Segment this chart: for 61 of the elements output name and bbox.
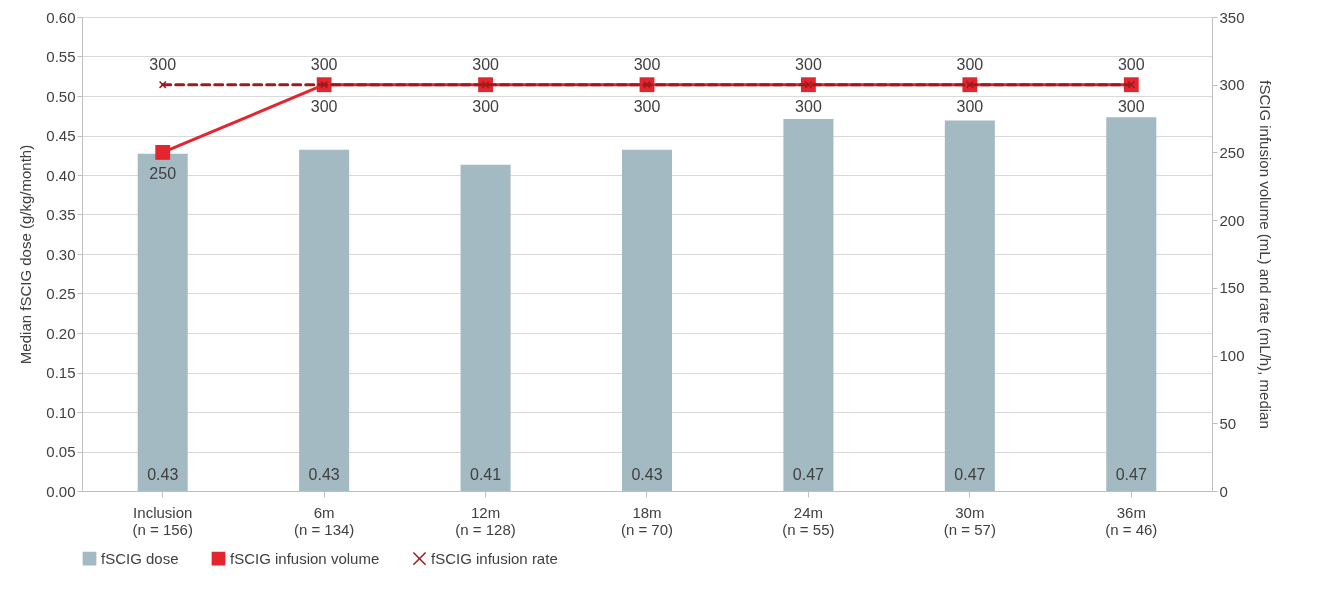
data-label: 0.47 — [792, 466, 825, 483]
y-tick-label: 0.60 — [46, 8, 76, 26]
data-label: 300 — [472, 97, 500, 115]
y-tick-label: 0.55 — [46, 48, 76, 65]
y-tick-label: 0.20 — [46, 324, 76, 342]
data-label: 300 — [633, 55, 661, 73]
data-label: 0.43 — [147, 466, 179, 483]
y-tick-label: 0.10 — [46, 403, 76, 421]
legend-label: fSCIG infusion rate — [431, 549, 558, 567]
y2-tick-label: 50 — [1219, 414, 1237, 432]
y-tick-label: 0.35 — [46, 206, 76, 223]
data-label: 300 — [1117, 97, 1145, 115]
x-tick-label: 24m (n = 55) — [782, 503, 835, 538]
y-tick-label: 0.00 — [46, 482, 76, 500]
data-label: 300 — [633, 97, 661, 115]
y-tick-label: 0.05 — [46, 443, 76, 460]
y2-tick-label: 100 — [1219, 347, 1245, 365]
data-label: 300 — [310, 97, 338, 115]
data-label: 250 — [149, 165, 177, 183]
y2-tick-label: 350 — [1219, 8, 1245, 26]
y-tick-label: 0.40 — [46, 166, 76, 184]
y-tick-label: 0.45 — [46, 127, 76, 144]
bar — [299, 149, 350, 491]
data-label: 0.47 — [954, 466, 986, 483]
data-label: 300 — [310, 55, 338, 73]
bar — [621, 149, 673, 491]
x-tick-label: Inclusion (n = 156) — [132, 503, 193, 538]
bar — [460, 164, 511, 491]
x-tick-label: 30m (n = 57) — [943, 503, 996, 538]
y-tick-label: 0.30 — [46, 245, 76, 263]
data-label: 0.41 — [470, 466, 502, 483]
x-tick-label: 36m (n = 46) — [1105, 503, 1158, 538]
data-label: 300 — [956, 55, 984, 73]
data-label: 300 — [149, 55, 177, 73]
legend-label: fSCIG infusion volume — [230, 549, 380, 567]
legend-label: fSCIG dose — [101, 549, 179, 567]
y2-axis-title: fSCIG infusion volume (mL) and rate (mL/h), median — [1256, 80, 1274, 429]
x-tick-label: 18m (n = 70) — [620, 503, 674, 538]
data-label: 300 — [1117, 55, 1145, 73]
bar — [944, 120, 995, 491]
y-tick-label: 0.15 — [46, 364, 76, 381]
y-axis-title: Median fSCIG dose (g/kg/month) — [17, 144, 35, 365]
y2-tick-label: 300 — [1219, 76, 1245, 94]
data-label: 300 — [472, 55, 500, 73]
x-tick-label: 12m (n = 128) — [455, 503, 516, 538]
data-label: 0.43 — [308, 466, 340, 483]
x-tick-label: 6m (n = 134) — [293, 503, 355, 538]
y2-tick-label: 200 — [1219, 211, 1245, 229]
data-label: 300 — [795, 55, 822, 73]
y-tick-label: 0.50 — [46, 87, 76, 105]
bar — [1106, 117, 1157, 491]
data-label: 300 — [795, 97, 822, 115]
data-label: 0.47 — [1115, 466, 1147, 483]
bar — [783, 118, 834, 491]
y2-tick-label: 250 — [1219, 143, 1245, 161]
y2-tick-label: 150 — [1219, 279, 1245, 297]
y2-tick-label: 0 — [1219, 482, 1228, 500]
data-label: 300 — [956, 97, 984, 115]
y-tick-label: 0.25 — [46, 285, 76, 302]
data-label: 0.43 — [631, 466, 663, 483]
bar — [137, 153, 188, 491]
